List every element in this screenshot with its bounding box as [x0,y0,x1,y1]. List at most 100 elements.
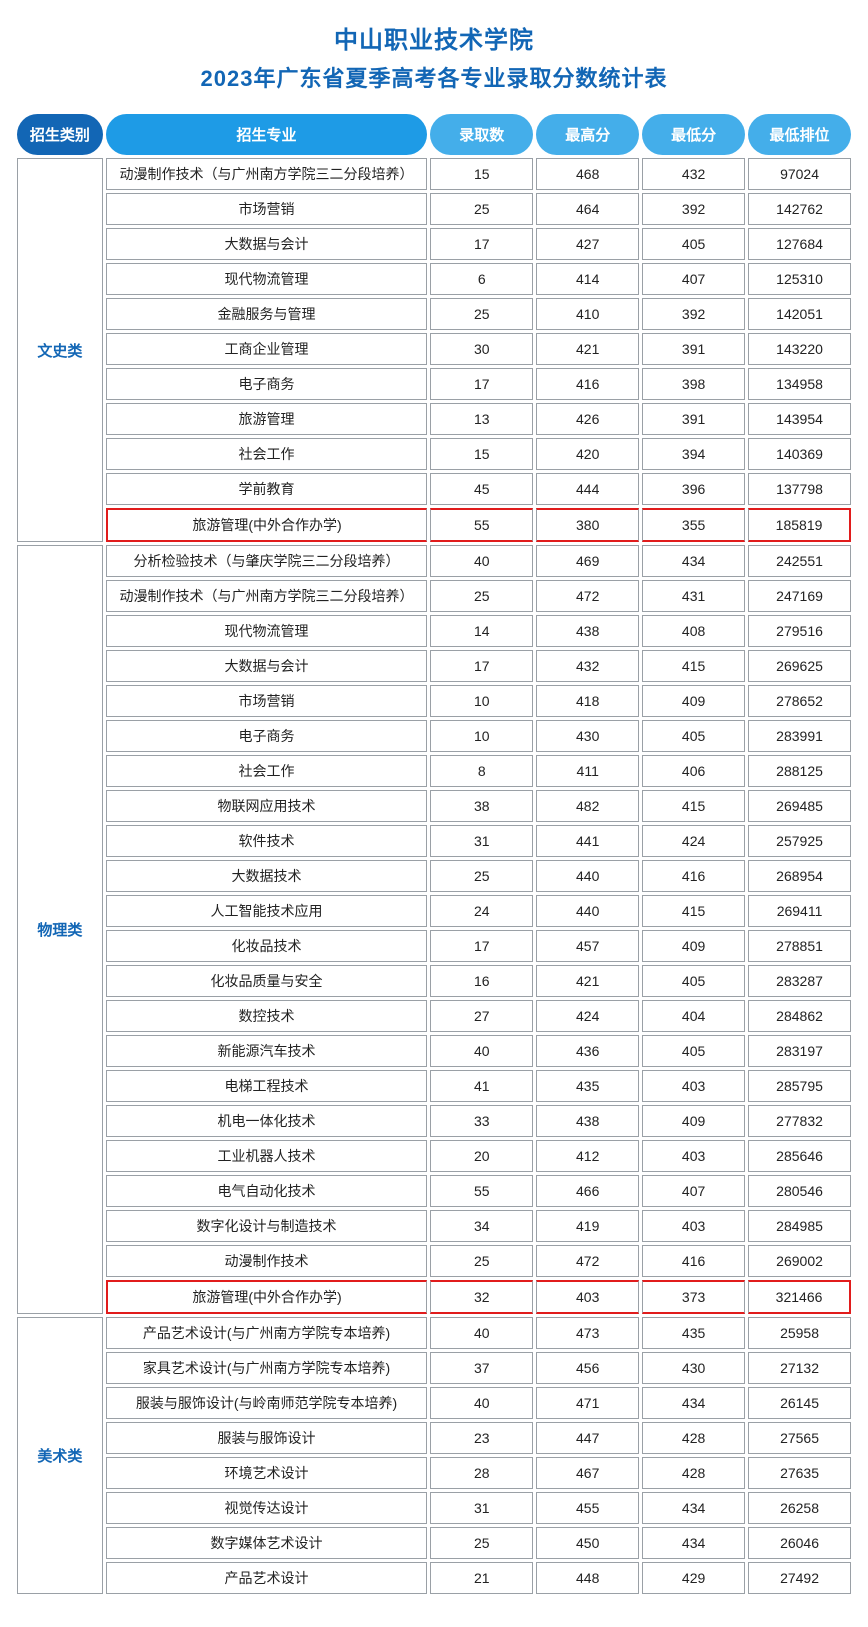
min-cell: 405 [642,965,745,997]
table-row: 文史类动漫制作技术（与广州南方学院三二分段培养）1546843297024 [17,158,851,190]
min-cell: 408 [642,615,745,647]
count-cell: 16 [430,965,533,997]
major-cell: 电子商务 [106,368,428,400]
count-cell: 25 [430,860,533,892]
table-row: 机电一体化技术33438409277832 [17,1105,851,1137]
count-cell: 20 [430,1140,533,1172]
table-header-row: 招生类别 招生专业 录取数 最高分 最低分 最低排位 [17,114,851,155]
rank-cell: 97024 [748,158,851,190]
major-cell: 社会工作 [106,755,428,787]
max-cell: 412 [536,1140,639,1172]
table-row: 数控技术27424404284862 [17,1000,851,1032]
major-cell: 大数据与会计 [106,228,428,260]
major-cell: 分析检验技术（与肇庆学院三二分段培养） [106,545,428,577]
count-cell: 23 [430,1422,533,1454]
rank-cell: 257925 [748,825,851,857]
count-cell: 25 [430,1245,533,1277]
page-title-block: 中山职业技术学院 2023年广东省夏季高考各专业录取分数统计表 [14,20,854,93]
major-cell: 数字媒体艺术设计 [106,1527,428,1559]
min-cell: 398 [642,368,745,400]
min-cell: 424 [642,825,745,857]
major-cell: 学前教育 [106,473,428,505]
major-cell: 旅游管理(中外合作办学) [106,1280,428,1314]
count-cell: 41 [430,1070,533,1102]
major-cell: 家具艺术设计(与广州南方学院专本培养) [106,1352,428,1384]
col-rank: 最低排位 [748,114,851,155]
min-cell: 429 [642,1562,745,1594]
rank-cell: 280546 [748,1175,851,1207]
min-cell: 416 [642,1245,745,1277]
rank-cell: 26145 [748,1387,851,1419]
min-cell: 415 [642,650,745,682]
table-row: 新能源汽车技术40436405283197 [17,1035,851,1067]
major-cell: 服装与服饰设计(与岭南师范学院专本培养) [106,1387,428,1419]
table-row: 电子商务10430405283991 [17,720,851,752]
rank-cell: 247169 [748,580,851,612]
count-cell: 40 [430,545,533,577]
count-cell: 40 [430,1387,533,1419]
table-row: 旅游管理13426391143954 [17,403,851,435]
max-cell: 426 [536,403,639,435]
rank-cell: 285646 [748,1140,851,1172]
table-row: 物理类分析检验技术（与肇庆学院三二分段培养）40469434242551 [17,545,851,577]
min-cell: 392 [642,298,745,330]
count-cell: 37 [430,1352,533,1384]
min-cell: 404 [642,1000,745,1032]
rank-cell: 269485 [748,790,851,822]
table-row: 产品艺术设计2144842927492 [17,1562,851,1594]
min-cell: 355 [642,508,745,542]
min-cell: 373 [642,1280,745,1314]
max-cell: 411 [536,755,639,787]
count-cell: 55 [430,508,533,542]
max-cell: 380 [536,508,639,542]
category-cell: 文史类 [17,158,103,542]
rank-cell: 283197 [748,1035,851,1067]
major-cell: 金融服务与管理 [106,298,428,330]
rank-cell: 25958 [748,1317,851,1349]
max-cell: 418 [536,685,639,717]
title-school: 中山职业技术学院 [14,20,854,55]
title-subtitle: 2023年广东省夏季高考各专业录取分数统计表 [14,61,854,93]
max-cell: 419 [536,1210,639,1242]
major-cell: 机电一体化技术 [106,1105,428,1137]
rank-cell: 143220 [748,333,851,365]
rank-cell: 27565 [748,1422,851,1454]
count-cell: 33 [430,1105,533,1137]
table-row: 服装与服饰设计(与岭南师范学院专本培养)4047143426145 [17,1387,851,1419]
min-cell: 396 [642,473,745,505]
major-cell: 电梯工程技术 [106,1070,428,1102]
major-cell: 电气自动化技术 [106,1175,428,1207]
major-cell: 工业机器人技术 [106,1140,428,1172]
count-cell: 31 [430,1492,533,1524]
col-count: 录取数 [430,114,533,155]
max-cell: 421 [536,333,639,365]
max-cell: 472 [536,1245,639,1277]
major-cell: 工商企业管理 [106,333,428,365]
count-cell: 31 [430,825,533,857]
table-row: 大数据与会计17427405127684 [17,228,851,260]
col-min: 最低分 [642,114,745,155]
major-cell: 电子商务 [106,720,428,752]
count-cell: 25 [430,580,533,612]
table-row: 环境艺术设计2846742827635 [17,1457,851,1489]
table-row: 大数据与会计17432415269625 [17,650,851,682]
min-cell: 434 [642,1527,745,1559]
max-cell: 450 [536,1527,639,1559]
major-cell: 物联网应用技术 [106,790,428,822]
major-cell: 产品艺术设计 [106,1562,428,1594]
max-cell: 472 [536,580,639,612]
max-cell: 403 [536,1280,639,1314]
table-row: 社会工作15420394140369 [17,438,851,470]
rank-cell: 283287 [748,965,851,997]
max-cell: 469 [536,545,639,577]
max-cell: 468 [536,158,639,190]
count-cell: 34 [430,1210,533,1242]
table-row: 物联网应用技术38482415269485 [17,790,851,822]
max-cell: 427 [536,228,639,260]
rank-cell: 277832 [748,1105,851,1137]
table-row: 大数据技术25440416268954 [17,860,851,892]
min-cell: 406 [642,755,745,787]
rank-cell: 26046 [748,1527,851,1559]
rank-cell: 26258 [748,1492,851,1524]
table-row: 市场营销25464392142762 [17,193,851,225]
